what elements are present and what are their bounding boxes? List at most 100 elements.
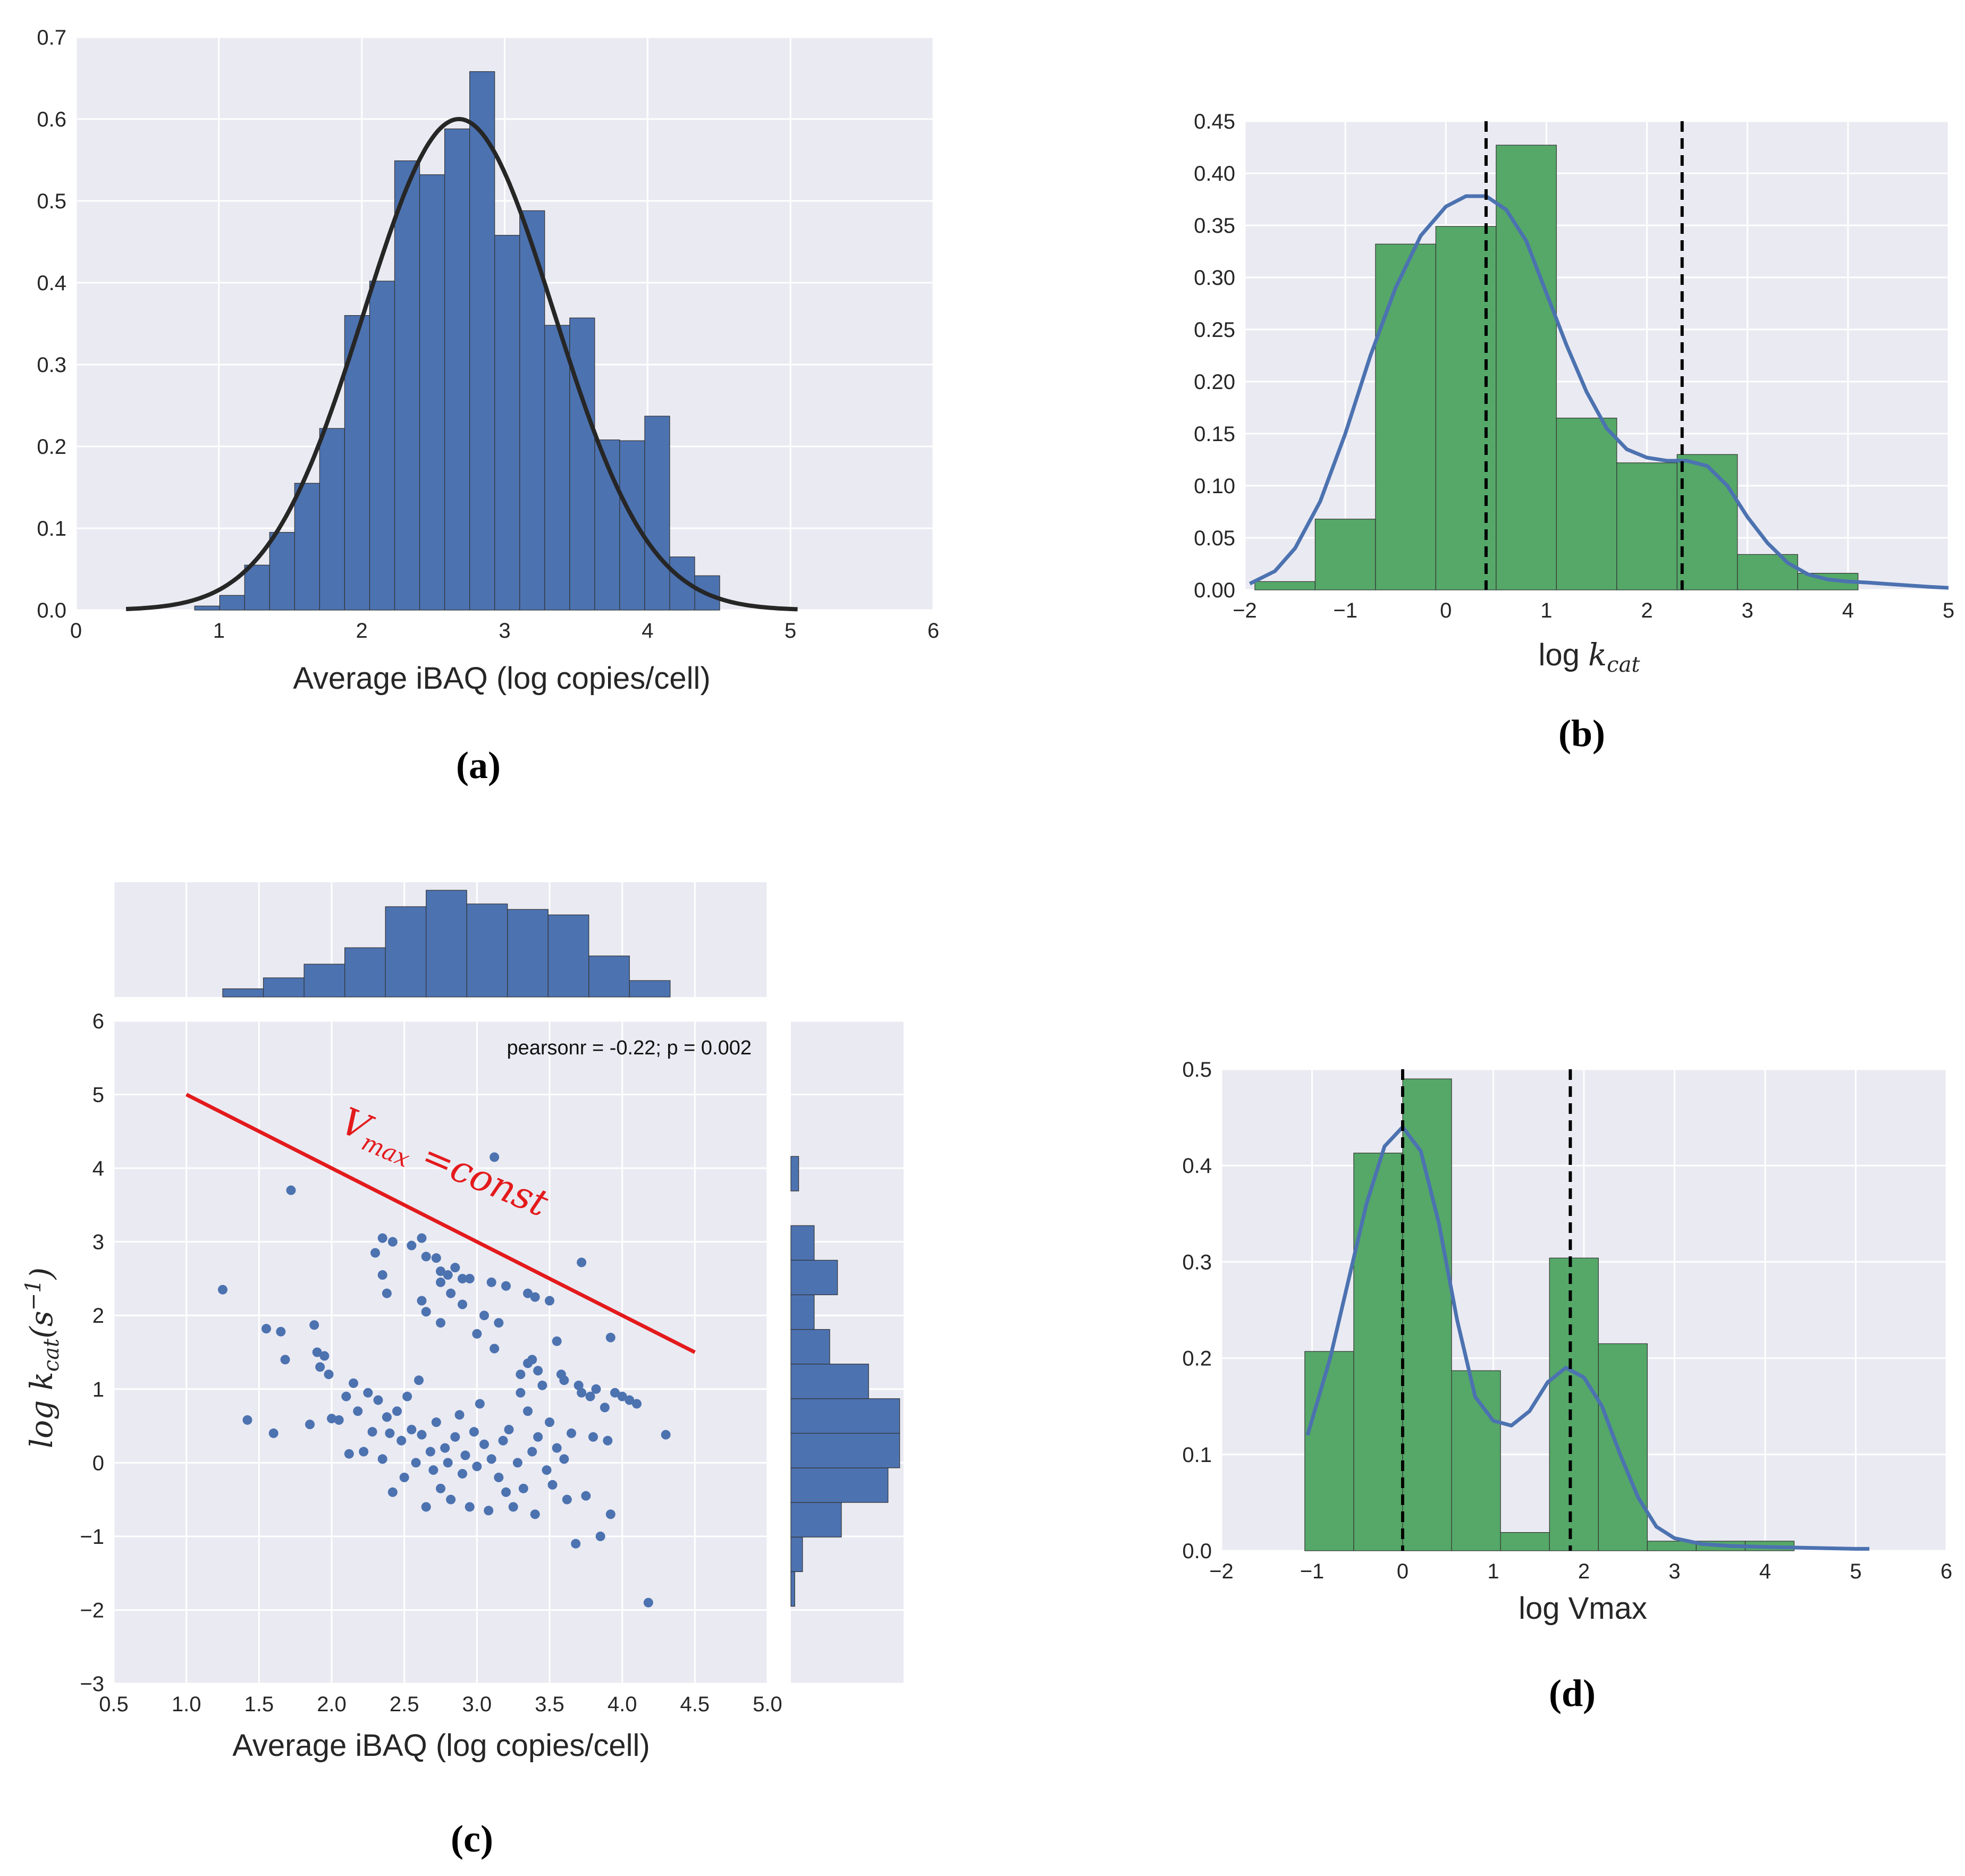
- panel-c-scatter-point: [327, 1414, 336, 1424]
- panel-c-scatter-point: [428, 1465, 438, 1475]
- panel-c-xtick-label: 1.5: [244, 1693, 274, 1716]
- panel-c-scatter-point: [286, 1185, 296, 1195]
- panel-c-top-bar: [588, 956, 630, 998]
- panel-c-scatter-point: [567, 1428, 576, 1438]
- panel-d-bar: [1500, 1532, 1550, 1551]
- panel-c-top-bar: [426, 890, 467, 998]
- panel-c-xtick-label: 3.5: [535, 1693, 564, 1716]
- panel-c-ytick-label: 2: [92, 1304, 104, 1328]
- panel-c-scatter-point: [276, 1326, 286, 1337]
- panel-b-bar: [1737, 554, 1798, 590]
- panel-c-scatter-point: [436, 1318, 445, 1328]
- panel-d-xtick-label: 2: [1578, 1560, 1590, 1583]
- panel-c-scatter-point: [625, 1395, 635, 1405]
- panel-d-ytick-label: 0.5: [1182, 1058, 1212, 1081]
- panel-c-scatter-point: [373, 1395, 383, 1405]
- panel-c-right-bar: [790, 1536, 803, 1572]
- panel-a-bar: [594, 440, 620, 611]
- panel-c-xtick-label: 1.0: [172, 1693, 201, 1716]
- panel-c-top-marginal: [113, 882, 769, 998]
- panel-c-scatter-point: [440, 1443, 450, 1453]
- panel-a-bar: [369, 281, 395, 611]
- panel-b-xtick-label: 2: [1641, 599, 1652, 622]
- panel-c-xlabel: Average iBAQ (log copies/cell): [232, 1728, 650, 1763]
- panel-a-bar: [494, 235, 520, 611]
- panel-c-scatter-point: [315, 1362, 325, 1372]
- panel-c-scatter-point: [431, 1253, 441, 1263]
- panel-c-scatter-point: [479, 1311, 489, 1321]
- panel-c-scatter-point: [552, 1443, 562, 1453]
- panel-a-xtick-label: 1: [213, 619, 225, 643]
- panel-d-ytick-label: 0.1: [1182, 1443, 1212, 1467]
- panel-b-xtick-label: 3: [1742, 599, 1753, 622]
- panel-c-scatter-point: [411, 1458, 421, 1468]
- panel-a-bar: [419, 174, 445, 611]
- panel-d-xtick-label: −2: [1209, 1560, 1234, 1583]
- panel-b-ytick-label: 0.20: [1194, 370, 1235, 394]
- panel-c-right-bar: [790, 1294, 815, 1330]
- panel-c-ytick-label: 4: [92, 1157, 104, 1180]
- panel-c-scatter-point: [479, 1439, 489, 1449]
- panel-c-xtick-label: 4.5: [680, 1693, 710, 1716]
- panel-c-top-bar: [344, 947, 386, 998]
- panel-c-top-bar: [629, 980, 671, 998]
- panel-c-scatter-point: [387, 1487, 398, 1497]
- panel-c-ytick-label: −2: [80, 1599, 104, 1622]
- panel-a-bar: [569, 317, 595, 611]
- panel-c-right-bar: [790, 1467, 889, 1503]
- panel-c-ytick-label: −1: [80, 1525, 104, 1549]
- panel-d-bar: [1402, 1078, 1452, 1551]
- panel-c-scatter-point: [465, 1502, 475, 1512]
- panel-d-ytick-label: 0.0: [1182, 1540, 1212, 1563]
- panel-a-bar: [294, 483, 320, 611]
- panel-c-scatter-point: [643, 1598, 653, 1608]
- panel-c-scatter-point: [600, 1402, 610, 1413]
- panel-c-ytick-label: 5: [92, 1084, 104, 1107]
- panel-b-bar: [1556, 417, 1617, 590]
- panel-c-plot-area: [114, 1021, 768, 1684]
- panel-c-scatter-point: [305, 1419, 315, 1430]
- panel-c-scatter-point: [484, 1506, 494, 1516]
- panel-c-scatter-point: [407, 1240, 417, 1250]
- panel-b-ytick-label: 0.15: [1194, 422, 1235, 446]
- panel-c-scatter-point: [431, 1417, 441, 1427]
- panel-a-xtick-label: 4: [642, 619, 653, 643]
- panel-c-scatter-point: [341, 1391, 351, 1401]
- panel-a-bar: [544, 325, 570, 611]
- panel-c-top-bar: [222, 988, 264, 998]
- panel-b-ytick-label: 0.25: [1194, 318, 1235, 342]
- panel-c-ytick-label: 1: [92, 1378, 104, 1401]
- panel-b-xtick-label: 4: [1842, 599, 1854, 622]
- panel-c-ytick-label: 0: [92, 1451, 104, 1475]
- panel-c-vmax-const-line: [185, 1093, 696, 1354]
- panel-b-bar: [1254, 581, 1316, 590]
- panel-c-right-bar: [790, 1398, 900, 1434]
- panel-c-scatter-point: [501, 1487, 511, 1497]
- panel-c-right-bar: [790, 1329, 830, 1365]
- panel-c-scatter-point: [399, 1473, 409, 1483]
- panel-a-bar: [244, 564, 270, 611]
- panel-c-scatter-point: [359, 1447, 369, 1457]
- panel-c-scatter-point: [402, 1391, 412, 1401]
- panel-c-top-bar: [466, 903, 508, 998]
- panel-a-xtick-label: 2: [356, 619, 368, 643]
- panel-c-scatter-point: [417, 1296, 427, 1306]
- panel-c-scatter-point: [545, 1417, 554, 1427]
- panel-c-scatter-point: [533, 1366, 543, 1376]
- caption-d: (d): [1549, 1672, 1596, 1714]
- panel-a-xlabel: Average iBAQ (log copies/cell): [293, 661, 711, 696]
- panel-c-scatter-point: [377, 1233, 387, 1243]
- panel-c-scatter-point: [533, 1432, 543, 1442]
- panel-c-scatter-point: [385, 1428, 395, 1438]
- panel-c-scatter-point: [504, 1424, 514, 1434]
- panel-c-scatter-point: [537, 1380, 547, 1390]
- panel-c-scatter-point: [460, 1450, 470, 1460]
- panel-a-bar: [394, 160, 420, 611]
- panel-c-scatter-point: [363, 1388, 373, 1398]
- panel-c-scatter-point: [617, 1391, 627, 1401]
- panel-c-scatter-point: [414, 1375, 424, 1385]
- panel-c-scatter-point: [334, 1415, 344, 1425]
- panel-b-ytick-label: 0.10: [1194, 475, 1235, 498]
- panel-c-scatter-point: [370, 1248, 380, 1258]
- panel-b-ytick-label: 0.40: [1194, 162, 1235, 185]
